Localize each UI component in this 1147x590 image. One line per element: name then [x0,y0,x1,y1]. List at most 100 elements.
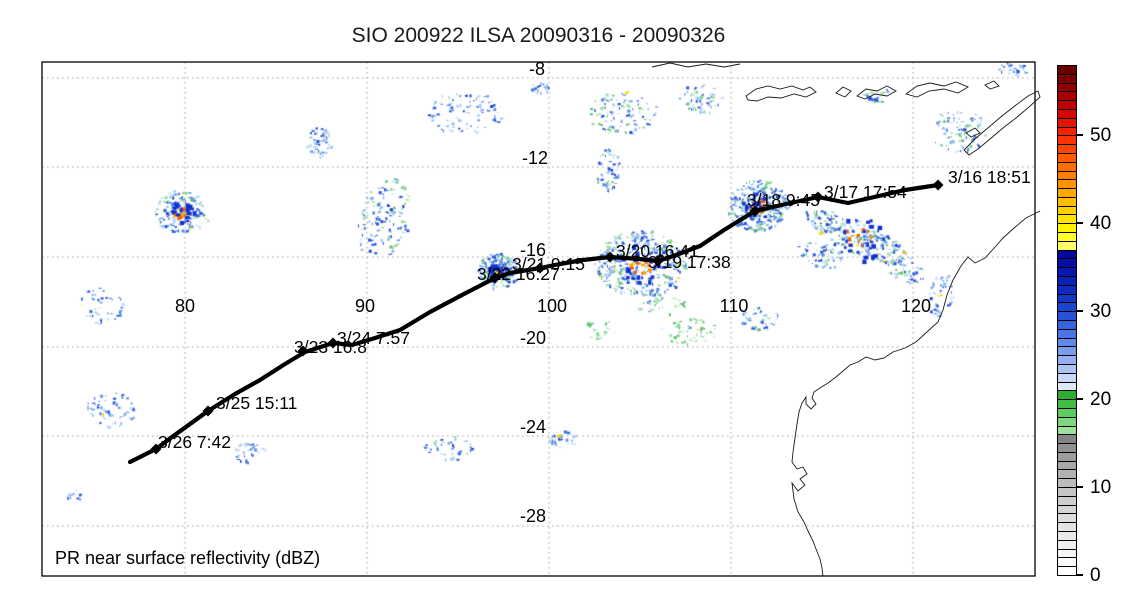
island-outline [835,86,852,98]
colorbar-segment [1057,416,1077,427]
colorbar-segment [1057,346,1077,357]
latitude-label: -20 [520,328,546,348]
colorbar-segment [1057,434,1077,445]
track-point-label: 3/25 15:11 [216,393,297,413]
colorbar-segment [1057,407,1077,418]
page-title: SIO 200922 ILSA 20090316 - 20090326 [351,24,726,47]
colorbar-segment [1057,522,1077,533]
colorbar-segment [1057,443,1077,453]
colorbar-segment [1057,293,1077,304]
island-outline [963,90,1041,156]
colorbar: 0 10 20 30 40 50 [1057,65,1117,585]
track-point-label: 3/16 18:51 [948,167,1031,187]
colorbar-tick [1077,222,1083,225]
colorbar-tick-label: 50 [1090,125,1112,147]
colorbar-segment [1057,214,1077,225]
track-point-label: 3/24 7:57 [337,328,410,348]
track-point-label: 3/22 16:27 [477,264,560,284]
track-point-label: 3/23 16:8 [294,337,367,357]
colorbar-tick-label: 10 [1090,477,1112,499]
colorbar-segment [1057,232,1077,242]
colorbar-segment [1057,425,1077,436]
colorbar-segment [1057,337,1077,348]
colorbar-tick-label: 40 [1090,213,1112,235]
island-outline [965,127,981,138]
colorbar-segment [1057,478,1077,489]
plot-border [41,61,1036,577]
latitude-label: -8 [529,59,545,79]
colorbar-segment [1057,73,1077,84]
storm-track-line [127,182,941,465]
colorbar-units-label: PR near surface reflectivity (dBZ) [55,548,321,568]
colorbar-segment [1057,487,1077,497]
track-marker-diamond-icon [932,179,944,191]
colorbar-segment [1057,495,1077,506]
colorbar-segment [1057,390,1077,401]
colorbar-segment [1057,205,1077,216]
colorbar-segment [1057,135,1077,146]
colorbar-segment [1057,188,1077,198]
colorbar-segment [1057,566,1077,576]
track-point-label: 3/17 17:54 [824,182,907,202]
track-marker-diamond-icon [652,255,664,267]
track-point-label: 3/21 9:15 [512,254,585,274]
colorbar-tick [1077,398,1083,401]
track-marker-diamond-icon [202,405,214,417]
colorbar-tick [1077,486,1083,489]
track-marker-diamond-icon [534,262,546,274]
colorbar-segment [1057,513,1077,524]
colorbar-segment [1057,152,1077,163]
colorbar-segment [1057,504,1077,515]
island-outline [984,80,1000,90]
colorbar-tick [1077,134,1083,137]
colorbar-segment [1057,170,1077,181]
coastline [791,210,1041,577]
colorbar-segment [1057,240,1077,251]
colorbar-segment [1057,284,1077,295]
colorbar-segment [1057,539,1077,550]
colorbar-segment [1057,469,1077,480]
colorbar-segment [1057,328,1077,339]
colorbar-segment [1057,320,1077,330]
colorbar-segment [1057,460,1077,471]
colorbar-segment [1057,363,1077,374]
track-point-label: 3/18 9:45 [747,190,820,210]
colorbar-segment [1057,372,1077,383]
latitude-label: -12 [522,148,548,168]
colorbar-segment [1057,355,1077,365]
longitude-label: 110 [720,296,749,316]
colorbar-segment [1057,381,1077,392]
longitude-label: 80 [175,296,195,316]
colorbar-segment [1057,548,1077,559]
latitude-label: -16 [520,240,546,260]
reflectivity-raster-canvas [42,62,1035,576]
latitude-label: -28 [520,506,546,526]
colorbar-segment [1057,126,1077,137]
colorbar-segment [1057,117,1077,128]
colorbar-segment [1057,249,1077,260]
track-point-label: 3/26 7:42 [158,432,231,452]
track-marker-diamond-icon [604,251,616,263]
colorbar-segment [1057,276,1077,286]
colorbar-segment [1057,179,1077,190]
colorbar-tick-label: 30 [1090,301,1112,323]
colorbar-segment [1057,531,1077,541]
colorbar-segment [1057,302,1077,313]
longitude-label: 90 [355,296,375,316]
track-marker-diamond-icon [297,345,309,357]
colorbar-segment [1057,65,1077,75]
colorbar-segment [1057,399,1077,409]
colorbar-segment [1057,144,1077,154]
track-marker-diamond-icon [327,337,339,349]
latitude-label: -24 [520,417,546,437]
colorbar-segment [1057,311,1077,321]
colorbar-tick-label: 20 [1090,389,1112,411]
colorbar-segment [1057,161,1077,172]
longitude-label: 120 [901,296,931,316]
island-outline [745,85,817,102]
coastline [651,62,741,68]
track-marker-diamond-icon [749,205,761,217]
track-marker-diamond-icon [150,443,162,455]
